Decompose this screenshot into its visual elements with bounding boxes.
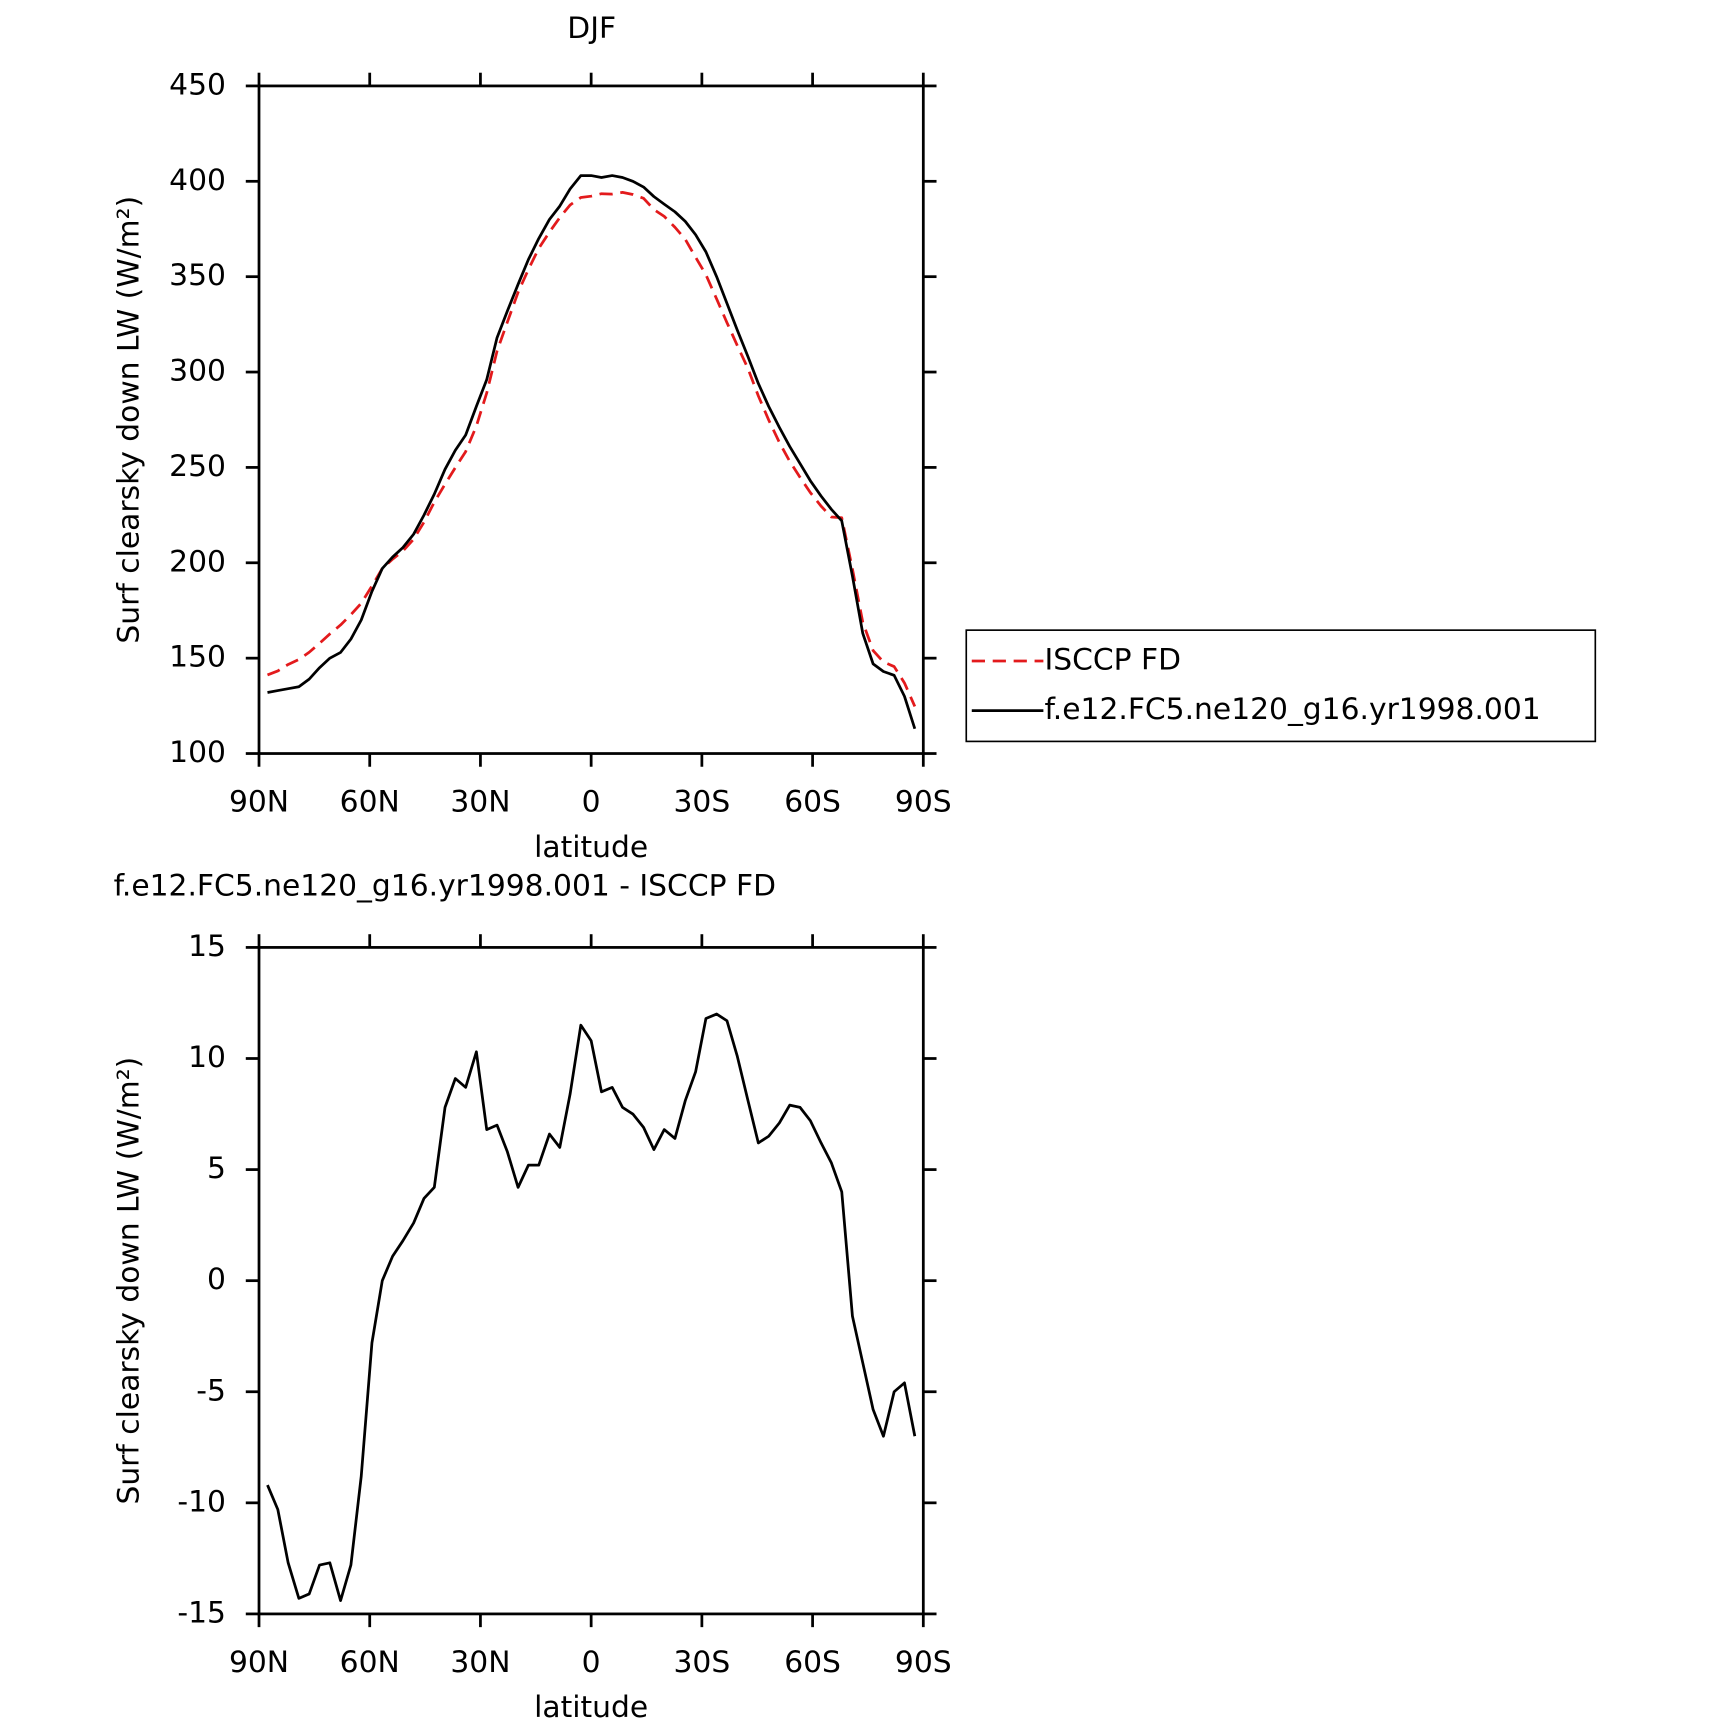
y-tick-label: 10 [188, 1040, 226, 1075]
x-tick-label: 30N [450, 785, 510, 820]
x-tick-label: 60N [340, 785, 400, 820]
chart-title: DJF [567, 11, 616, 46]
legend-label: ISCCP FD [1044, 642, 1181, 677]
y-axis-label: Surf clearsky down LW (W/m²) [112, 196, 147, 644]
x-tick-label: 0 [582, 1645, 601, 1680]
y-tick-label: 5 [207, 1151, 226, 1186]
y-tick-label: 450 [169, 67, 226, 102]
x-tick-label: 90N [229, 1645, 289, 1680]
x-tick-label: 0 [582, 785, 601, 820]
y-tick-label: 300 [169, 354, 226, 389]
x-tick-label: 60N [340, 1645, 400, 1680]
x-axis-label: latitude [534, 1690, 648, 1725]
y-tick-label: 200 [169, 544, 226, 579]
x-tick-label: 90S [895, 785, 952, 820]
y-axis-label: Surf clearsky down LW (W/m²) [112, 1057, 147, 1505]
y-tick-label: 350 [169, 258, 226, 293]
x-tick-label: 30S [674, 1645, 731, 1680]
y-tick-label: -5 [196, 1373, 226, 1408]
data-line [266, 1012, 917, 1602]
y-tick-label: -10 [177, 1484, 226, 1519]
data-line [267, 174, 917, 730]
y-tick-label: 250 [169, 449, 226, 484]
x-tick-label: 60S [784, 1645, 841, 1680]
plot-frame [257, 84, 925, 755]
y-tick-label: 150 [169, 640, 226, 675]
y-tick-label: 15 [188, 929, 226, 964]
legend-label: f.e12.FC5.ne120_g16.yr1998.001 [1044, 692, 1540, 727]
x-tick-label: 30S [674, 785, 731, 820]
y-tick-label: 0 [207, 1262, 226, 1297]
legend-box [965, 629, 1597, 743]
x-tick-label: 90N [229, 785, 289, 820]
y-tick-label: -15 [177, 1595, 226, 1630]
y-tick-label: 100 [169, 735, 226, 770]
x-tick-label: 90S [895, 1645, 952, 1680]
y-tick-label: 400 [169, 163, 226, 198]
x-tick-label: 60S [784, 785, 841, 820]
data-line [266, 190, 917, 707]
chart-title: f.e12.FC5.ne120_g16.yr1998.001 - ISCCP F… [114, 868, 776, 903]
x-axis-label: latitude [534, 830, 648, 865]
x-tick-label: 30N [450, 1645, 510, 1680]
